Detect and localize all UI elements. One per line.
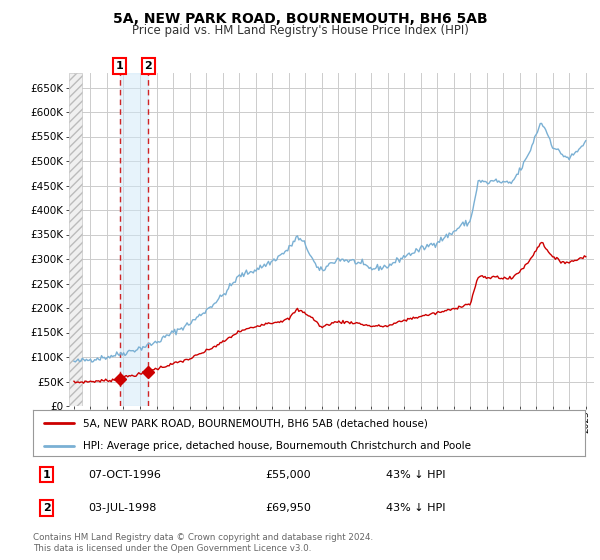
Text: 07-OCT-1996: 07-OCT-1996 <box>88 470 161 479</box>
Text: 2: 2 <box>43 503 50 513</box>
Text: 43% ↓ HPI: 43% ↓ HPI <box>386 503 446 513</box>
Text: Price paid vs. HM Land Registry's House Price Index (HPI): Price paid vs. HM Land Registry's House … <box>131 24 469 36</box>
Text: 43% ↓ HPI: 43% ↓ HPI <box>386 470 446 479</box>
Text: 03-JUL-1998: 03-JUL-1998 <box>88 503 157 513</box>
Text: 1: 1 <box>43 470 50 479</box>
Text: Contains HM Land Registry data © Crown copyright and database right 2024.
This d: Contains HM Land Registry data © Crown c… <box>33 533 373 553</box>
Text: 5A, NEW PARK ROAD, BOURNEMOUTH, BH6 5AB (detached house): 5A, NEW PARK ROAD, BOURNEMOUTH, BH6 5AB … <box>83 418 428 428</box>
Text: £69,950: £69,950 <box>265 503 311 513</box>
Bar <box>119 73 148 406</box>
Text: HPI: Average price, detached house, Bournemouth Christchurch and Poole: HPI: Average price, detached house, Bour… <box>83 441 470 451</box>
Text: 2: 2 <box>145 61 152 71</box>
Text: 5A, NEW PARK ROAD, BOURNEMOUTH, BH6 5AB: 5A, NEW PARK ROAD, BOURNEMOUTH, BH6 5AB <box>113 12 487 26</box>
Text: 1: 1 <box>116 61 124 71</box>
Text: £55,000: £55,000 <box>265 470 310 479</box>
